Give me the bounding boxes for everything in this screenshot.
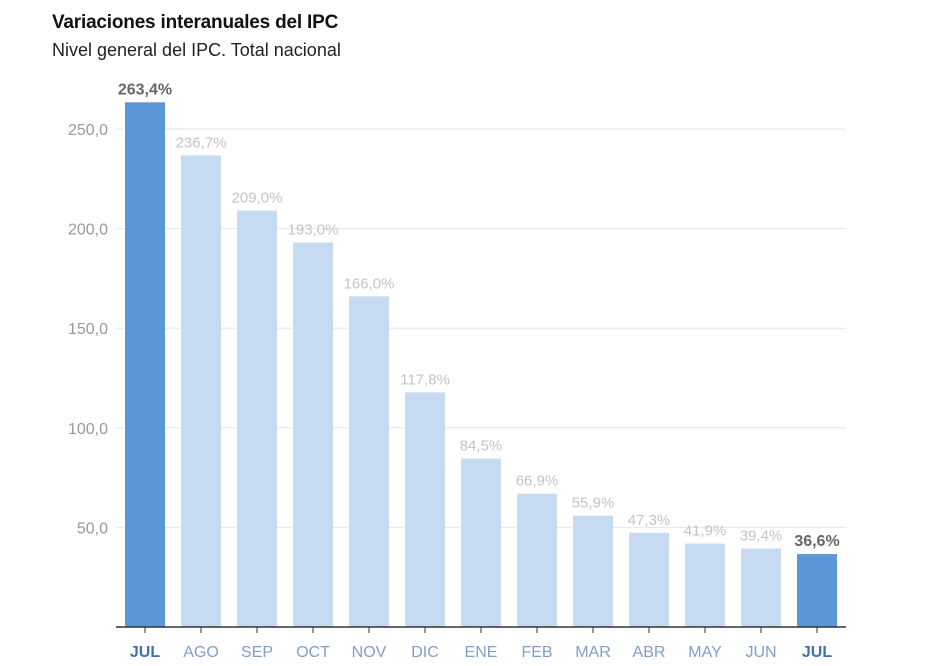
x-tick-label: DIC	[411, 644, 439, 661]
bar	[125, 102, 165, 628]
value-label: 263,4%	[118, 81, 172, 98]
value-label: 117,8%	[400, 371, 450, 388]
x-tick-label: SEP	[241, 644, 273, 661]
y-tick-label: 250,0	[68, 122, 108, 139]
x-tick-label: MAR	[575, 644, 611, 661]
bar	[181, 155, 221, 628]
x-tick-label: OCT	[296, 644, 330, 661]
bar	[685, 543, 725, 627]
bar	[293, 242, 333, 627]
value-label: 236,7%	[176, 134, 227, 151]
x-tick-label: ENE	[465, 644, 498, 661]
bar	[237, 210, 277, 627]
x-tick-label: NOV	[352, 644, 387, 661]
value-label: 47,3%	[628, 512, 671, 529]
y-tick-label: 200,0	[68, 222, 108, 239]
value-label: 41,9%	[684, 523, 727, 540]
value-label: 66,9%	[516, 473, 559, 490]
bar	[349, 296, 389, 627]
value-label: 84,5%	[460, 438, 503, 455]
bar	[517, 493, 557, 627]
bar	[629, 532, 669, 627]
value-label: 209,0%	[232, 190, 283, 207]
x-tick-label: JUL	[802, 644, 832, 661]
bar	[405, 392, 445, 627]
y-tick-label: 100,0	[68, 421, 108, 438]
value-label: 193,0%	[288, 222, 339, 239]
value-label: 39,4%	[740, 528, 783, 545]
y-tick-label: 150,0	[68, 321, 108, 338]
x-tick-label: FEB	[521, 644, 552, 661]
x-tick-label: AGO	[183, 644, 219, 661]
bar	[573, 515, 613, 627]
x-tick-label: ABR	[633, 644, 666, 661]
value-label: 36,6%	[794, 533, 839, 550]
chart-subtitle: Nivel general del IPC. Total nacional	[52, 40, 341, 60]
y-tick-label: 50,0	[77, 520, 108, 537]
bar	[741, 548, 781, 627]
value-label: 55,9%	[572, 495, 615, 512]
x-tick-label: JUN	[745, 644, 776, 661]
x-tick-label: JUL	[130, 644, 160, 661]
bar	[461, 458, 501, 627]
chart-title: Variaciones interanuales del IPC	[52, 12, 339, 33]
x-tick-label: MAY	[688, 644, 722, 661]
bar	[797, 554, 837, 627]
value-label: 166,0%	[344, 275, 395, 292]
